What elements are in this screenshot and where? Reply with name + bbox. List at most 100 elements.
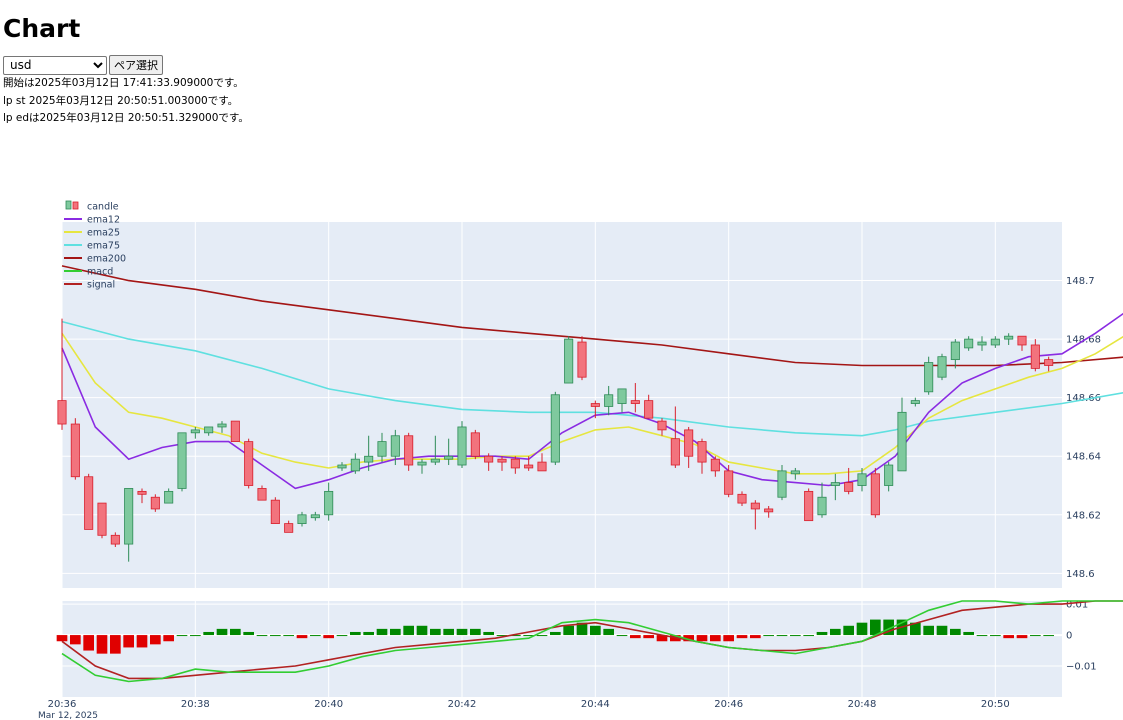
macd-histogram-bar	[310, 635, 321, 636]
candle-body	[231, 421, 239, 441]
macd-histogram-bar	[443, 629, 454, 635]
macd-histogram-bar	[537, 635, 548, 636]
candle-body	[751, 503, 759, 509]
macd-histogram-bar	[257, 635, 268, 636]
candle-body	[365, 456, 373, 462]
price-y-tick-label: 148.6	[1066, 569, 1095, 580]
candle-body	[805, 491, 813, 520]
macd-histogram-bar	[150, 635, 161, 644]
legend-signal-label: signal	[87, 280, 115, 291]
candle-body	[1005, 336, 1013, 339]
macd-histogram-bar	[977, 635, 988, 636]
legend-macd-label: macd	[87, 267, 113, 278]
macd-histogram-bar	[603, 629, 614, 635]
candle-body	[818, 497, 826, 515]
legend-candle-label: candle	[87, 202, 119, 213]
candle-body	[871, 474, 879, 515]
candle-body	[938, 357, 946, 377]
candle-body	[445, 456, 453, 459]
candle-body	[285, 524, 293, 533]
candle-body	[111, 535, 119, 544]
macd-histogram-bar	[643, 635, 654, 638]
candle-body	[71, 424, 79, 477]
candle-body	[151, 497, 159, 509]
macd-histogram-bar	[123, 635, 134, 647]
x-date-label: Mar 12, 2025	[38, 711, 98, 720]
candle-body	[671, 439, 679, 465]
macd-histogram-bar	[363, 632, 374, 635]
macd-histogram-bar	[857, 623, 868, 635]
candle-body	[165, 491, 173, 503]
price-plot-area	[62, 222, 1062, 588]
macd-histogram-bar	[617, 635, 628, 636]
macd-histogram-bar	[190, 635, 201, 636]
candle-body	[218, 424, 226, 427]
legend-ema200-label: ema200	[87, 254, 126, 265]
macd-histogram-bar	[430, 629, 441, 635]
candle-body	[845, 483, 853, 492]
price-y-tick-label: 148.7	[1066, 276, 1095, 287]
macd-y-tick-label: 0	[1066, 631, 1072, 642]
candle-body	[698, 442, 706, 462]
candle-body	[391, 436, 399, 456]
candle-body	[311, 515, 319, 518]
x-tick-label: 20:38	[181, 699, 210, 710]
legend-candle-down-swatch	[73, 202, 78, 209]
candle-body	[591, 404, 599, 407]
candle-body	[631, 401, 639, 404]
candle-body	[765, 509, 773, 512]
candle-body	[831, 483, 839, 486]
candle-body	[645, 401, 653, 419]
macd-histogram-bar	[323, 635, 334, 638]
macd-y-tick-label: −0.01	[1066, 662, 1097, 673]
macd-histogram-bar	[963, 632, 974, 635]
x-tick-label: 20:36	[48, 699, 77, 710]
candle-body	[471, 433, 479, 456]
candle-body	[1045, 360, 1053, 366]
candle-body	[1031, 345, 1039, 368]
macd-histogram-bar	[723, 635, 734, 641]
legend-candle-up-swatch	[66, 201, 71, 209]
candle-body	[685, 430, 693, 456]
macd-histogram-bar	[417, 626, 428, 635]
x-tick-label: 20:40	[314, 699, 343, 710]
macd-histogram-bar	[1017, 635, 1028, 638]
candle-body	[658, 421, 666, 430]
macd-histogram-bar	[163, 635, 174, 641]
candle-body	[351, 459, 359, 471]
macd-histogram-bar	[283, 635, 294, 636]
macd-histogram-bar	[83, 635, 94, 650]
candle-body	[498, 459, 506, 462]
candle-body	[538, 462, 546, 471]
candle-body	[58, 401, 66, 424]
macd-histogram-bar	[750, 635, 761, 638]
candle-body	[178, 433, 186, 489]
candle-body	[965, 339, 973, 348]
price-y-tick-label: 148.64	[1066, 452, 1101, 463]
candle-body	[925, 363, 933, 392]
candle-body	[325, 491, 333, 514]
candle-body	[791, 471, 799, 474]
legend-ema12-label: ema12	[87, 215, 120, 226]
macd-histogram-bar	[57, 635, 68, 641]
macd-histogram-bar	[777, 635, 788, 636]
macd-histogram-bar	[950, 629, 961, 635]
x-tick-label: 20:46	[714, 699, 743, 710]
candle-body	[418, 462, 426, 465]
candle-body	[378, 442, 386, 457]
macd-histogram-bar	[937, 626, 948, 635]
macd-histogram-bar	[697, 635, 708, 641]
candle-body	[738, 494, 746, 503]
candle-body	[1018, 336, 1026, 345]
macd-histogram-bar	[550, 632, 561, 635]
macd-histogram-bar	[590, 626, 601, 635]
macd-histogram-bar	[297, 635, 308, 638]
macd-histogram-bar	[377, 629, 388, 635]
candle-body	[551, 395, 559, 462]
macd-histogram-bar	[1030, 635, 1041, 636]
macd-histogram-bar	[737, 635, 748, 638]
macd-histogram-bar	[350, 632, 361, 635]
x-tick-label: 20:42	[448, 699, 477, 710]
